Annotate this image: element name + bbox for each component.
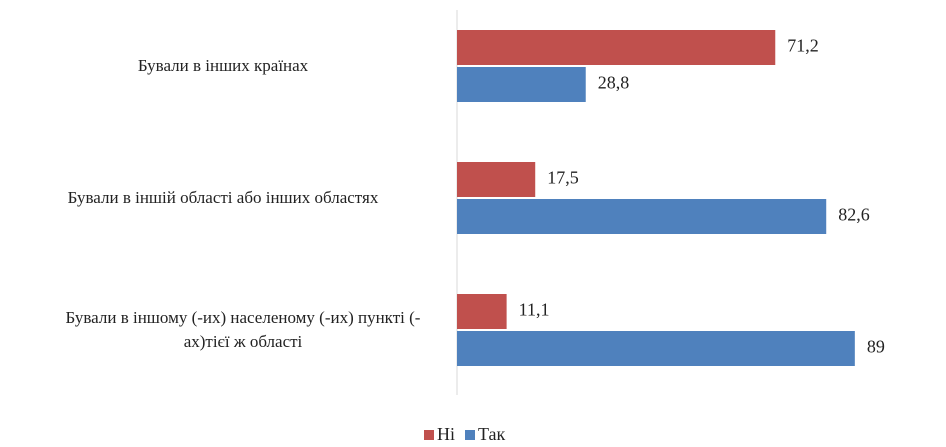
value-label: 71,2 [787, 36, 819, 56]
bar [457, 67, 586, 102]
category-label: Бували в іншій області або інших областя… [67, 188, 379, 207]
category-label: Бували в інших країнах [137, 56, 309, 75]
value-label: 17,5 [547, 168, 579, 188]
bar [457, 331, 855, 366]
bar [457, 162, 536, 197]
legend-label: Так [478, 424, 506, 444]
value-label: 82,6 [838, 205, 870, 225]
bar [457, 294, 507, 329]
bar [457, 30, 776, 65]
category-label: Бували в іншому (-их) населеному (-их) п… [65, 308, 421, 351]
legend-label: Ні [437, 424, 455, 444]
value-label: 89 [867, 337, 885, 357]
value-label: 28,8 [598, 73, 630, 93]
value-label: 11,1 [519, 300, 550, 320]
legend-swatch [424, 430, 434, 440]
legend-swatch [465, 430, 475, 440]
bar [457, 199, 827, 234]
